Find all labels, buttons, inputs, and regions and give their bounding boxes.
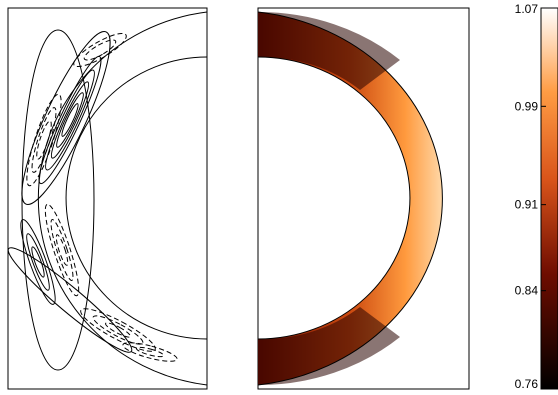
- contour-positive: [21, 29, 95, 371]
- contour-negative: [92, 315, 144, 345]
- right-outer-boundary: [257, 11, 443, 386]
- contour-negative: [50, 219, 74, 281]
- contour-negative: [80, 308, 156, 352]
- colorbar: 1.07 0.99 0.91 0.84 0.76: [515, 2, 558, 391]
- contour-positive: [8, 247, 133, 353]
- contour-negative: [122, 342, 178, 362]
- contour-negative: [55, 234, 69, 266]
- colorbar-tick-label: 1.07: [515, 2, 539, 16]
- contour-negative: [105, 322, 131, 338]
- contour-positive: [26, 233, 50, 291]
- contour-positive: [21, 30, 111, 206]
- contour-positive: [38, 55, 102, 185]
- outer-shell-boundary: [37, 11, 208, 386]
- contour-lines: [8, 29, 178, 371]
- contour-positive: [31, 246, 45, 278]
- contour-negative: [44, 203, 80, 297]
- contour-negative: [31, 107, 57, 173]
- contour-negative: [26, 93, 62, 187]
- contour-negative: [83, 39, 117, 61]
- contour-negative: [135, 346, 165, 358]
- right-heatmap-panel: [257, 7, 470, 390]
- colorbar-tick-label: 0.84: [515, 284, 539, 298]
- left-panel-frame: [7, 7, 208, 390]
- contour-positive: [61, 103, 79, 137]
- colorbar-tick-label: 0.99: [515, 99, 539, 113]
- shell-heatmap: [258, 12, 443, 385]
- contour-positive: [50, 81, 90, 159]
- colorbar-tick-label: 0.76: [515, 377, 539, 391]
- right-inner-boundary: [257, 56, 411, 340]
- shell-pole-shade-bottom: [258, 307, 400, 386]
- colorbar-tick-label: 0.91: [515, 198, 539, 212]
- contour-positive: [45, 69, 95, 171]
- contour-positive: [56, 92, 84, 148]
- shell-pole-shade-top: [258, 11, 400, 90]
- left-contour-panel: [7, 7, 208, 390]
- colorbar-gradient: [540, 7, 558, 390]
- inner-shell-boundary: [65, 56, 208, 340]
